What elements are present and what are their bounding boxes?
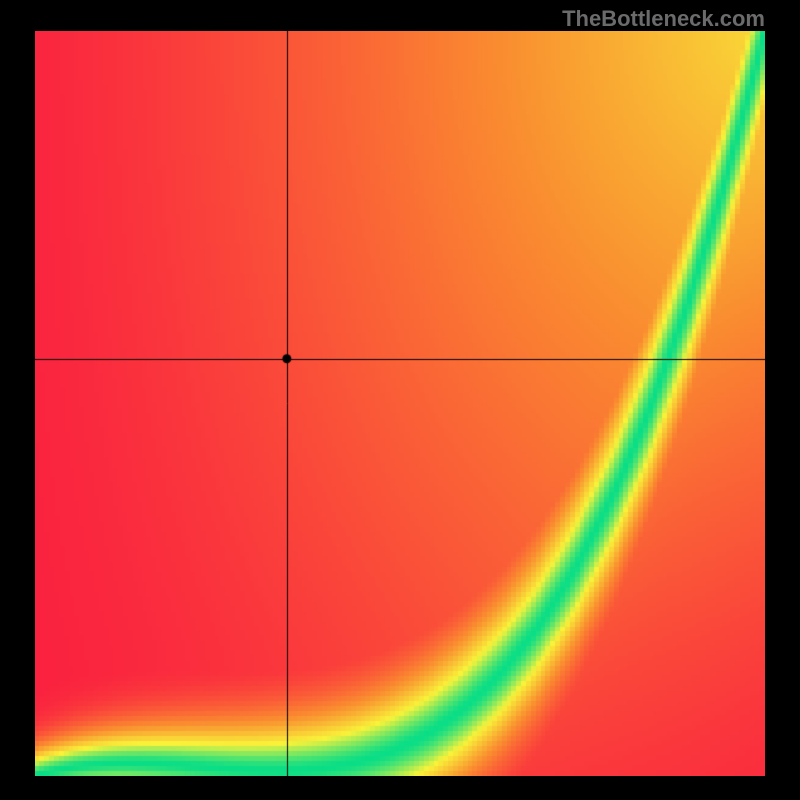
chart-root: TheBottleneck.com (0, 0, 800, 800)
heatmap-canvas (35, 31, 765, 776)
watermark-text: TheBottleneck.com (562, 6, 765, 32)
